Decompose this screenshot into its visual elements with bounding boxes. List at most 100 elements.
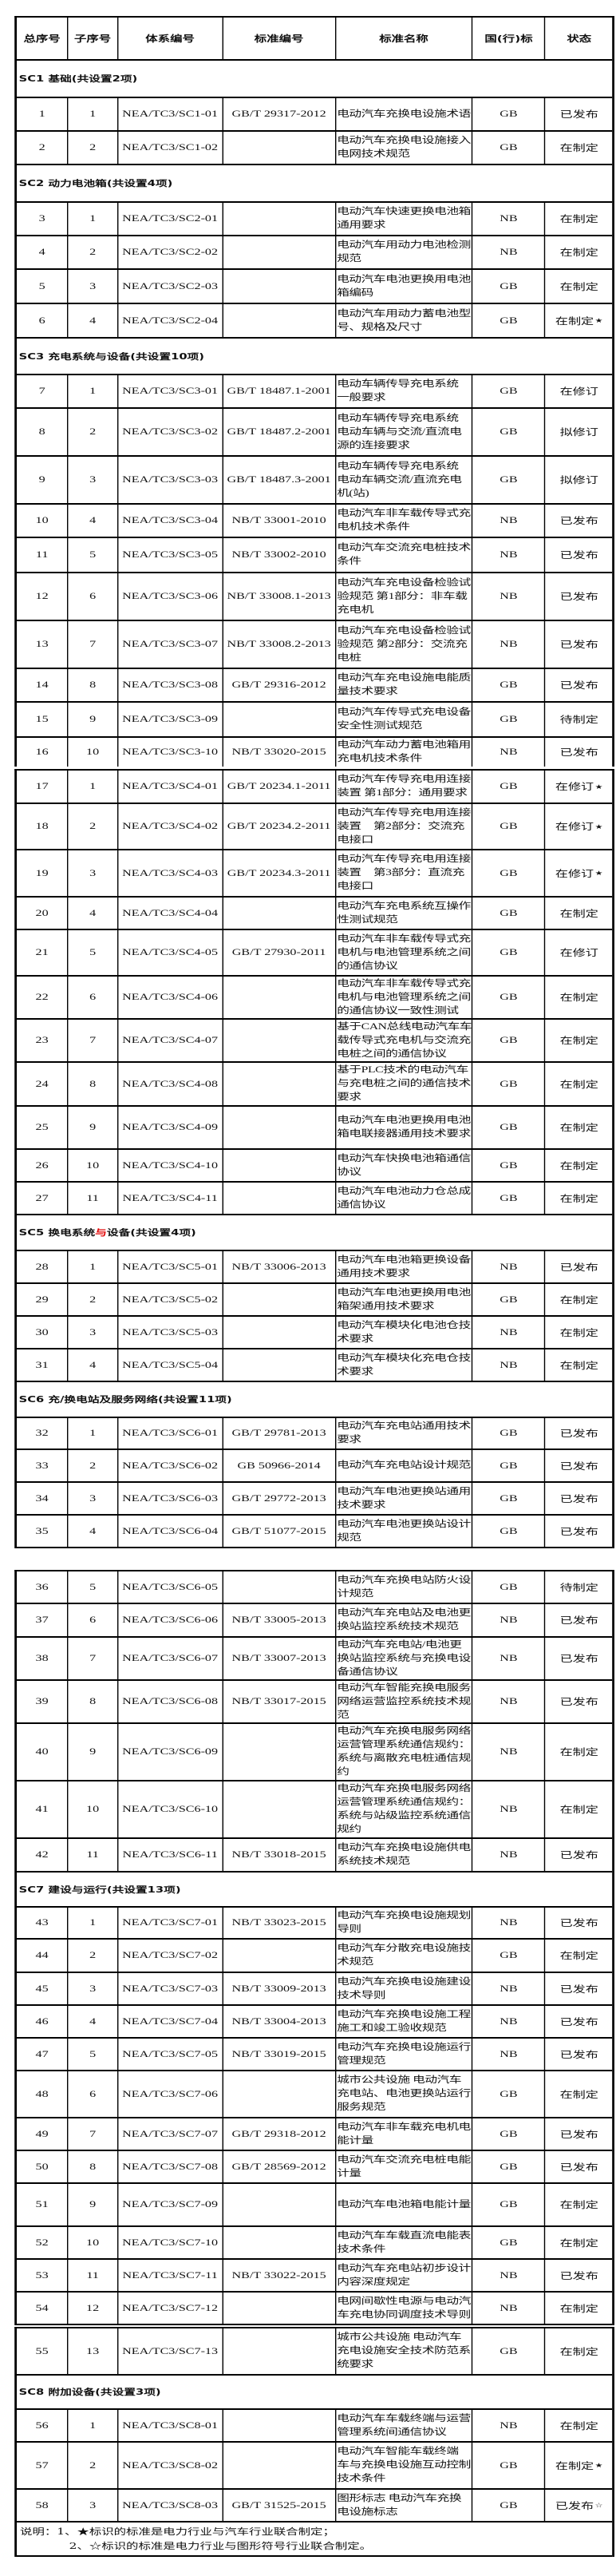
table-row[interactable]: 28 1 NEA/TC3/SC5-01 NB/T 33006-2013 电动汽车电池箱更… xyxy=(16,1251,613,1284)
table-row[interactable]: 47 5 NEA/TC3/SC7-05 NB/T 33019-2015 电动汽车充换电设… xyxy=(16,2039,613,2071)
table-row[interactable]: 54 12 NEA/TC3/SC7-12 电网间歇性电源与电动汽 车充电协同调度技术导… xyxy=(16,2293,613,2325)
table-row[interactable]: 11 5 NEA/TC3/SC3-05 NB/T 33002-2010 电动汽车交流充电… xyxy=(16,538,613,573)
level-cell: NB xyxy=(473,203,546,235)
sub-no: 3 xyxy=(89,868,97,878)
status: 在制定 xyxy=(559,2304,598,2314)
standard-name-cell: 电动汽车非车载传导式充 电机与电池管理系统之间 的通信协议 xyxy=(336,930,473,975)
status: 已发布 xyxy=(559,1494,598,1504)
table-row[interactable]: 55 13 NEA/TC3/SC7-13 城市公共设施 电动汽车 充电设施安全技术防范… xyxy=(16,2328,613,2376)
level-cell: NB xyxy=(473,236,546,268)
system-code: NEA/TC3/SC3-10 xyxy=(122,747,219,757)
table-row[interactable]: 48 6 NEA/TC3/SC7-06 城市公共设施 电动汽车 充电站、电池更换站运行… xyxy=(16,2071,613,2118)
table-row[interactable]: 34 3 NEA/TC3/SC6-03 GB/T 29772-2013 电动汽车电池更换… xyxy=(16,1483,613,1516)
section-title: SC3 充电系统与设备(共设置10项) xyxy=(18,351,204,362)
table-row[interactable]: 12 6 NEA/TC3/SC3-06 NB/T 33008.1-2013 电动汽车充电… xyxy=(16,573,613,621)
table-row[interactable]: 37 6 NEA/TC3/SC6-06 NB/T 33005-2013 电动汽车充电站及… xyxy=(16,1604,613,1638)
sub-no: 1 xyxy=(89,782,97,791)
standard-name-cell: 电动汽车交流充电桩电能 计量 xyxy=(336,2151,473,2182)
table-row[interactable]: 7 1 NEA/TC3/SC3-01 GB/T 18487.1-2001 电动车辆传导充… xyxy=(16,375,613,409)
table-row[interactable]: 16 10 NEA/TC3/SC3-10 NB/T 33020-2015 电动汽车动力蓄… xyxy=(17,738,613,767)
standard-no-cell: NB/T 33023-2015 xyxy=(223,1908,336,1938)
table-row[interactable]: 52 10 NEA/TC3/SC7-10 电动汽车车载直流电能表 技术条件 GB 在制定 xyxy=(16,2227,613,2260)
system-code: NEA/TC3/SC7-11 xyxy=(122,2270,218,2281)
table-row[interactable]: 25 9 NEA/TC3/SC4-09 电动汽车电池更换用电池 箱电联接器通用技术要求… xyxy=(16,1107,613,1150)
table-row[interactable]: 2 2 NEA/TC3/SC1-02 电动汽车充换电设施接入 电网技术规范 GB 在制定 xyxy=(16,132,613,165)
table-row[interactable]: 19 3 NEA/TC3/SC4-03 GB/T 20234.3-2011 电动汽车传导… xyxy=(16,850,613,898)
table-row[interactable]: 4 2 NEA/TC3/SC2-02 电动汽车用动力电池检测 规范 NB 在制定 xyxy=(16,236,613,270)
table-row[interactable]: 10 4 NEA/TC3/SC3-04 NB/T 33001-2010 电动汽车非车载传… xyxy=(16,505,613,538)
system-code-cell: NEA/TC3/SC5-04 xyxy=(118,1349,223,1381)
system-code-cell: NEA/TC3/SC6-09 xyxy=(118,1724,223,1780)
system-code: NEA/TC3/SC7-01 xyxy=(122,1918,219,1928)
table-row[interactable]: 1 1 NEA/TC3/SC1-01 GB/T 29317-2012 电动汽车充换电设施… xyxy=(16,98,613,132)
table-row[interactable]: 42 11 NEA/TC3/SC6-11 NB/T 33018-2015 电动汽车充换电… xyxy=(16,1839,613,1873)
section-title-rest: 设备(共设置4项) xyxy=(106,1228,196,1238)
table-row[interactable]: 3 1 NEA/TC3/SC2-01 电动汽车快速更换电池箱 通用要求 NB 在制定 xyxy=(16,203,613,236)
sub-no-cell: 2 xyxy=(69,2443,118,2488)
table-row[interactable]: 14 8 NEA/TC3/SC3-08 GB/T 29316-2012 电动汽车充电设施… xyxy=(16,669,613,703)
status-cell: 已发布 xyxy=(546,1638,613,1679)
level: GB xyxy=(500,427,518,437)
table-row[interactable]: 20 4 NEA/TC3/SC4-04 电动汽车充电系统互操作 性测试规范 GB 在制定 xyxy=(16,898,613,930)
table-row[interactable]: 6 4 NEA/TC3/SC2-04 电动汽车用动力蓄电池型 号、规格及尺寸 GB 在制定… xyxy=(16,304,613,339)
table-row[interactable]: 41 10 NEA/TC3/SC6-10 电动汽车充换电服务网络 运营管理系统通信规约… xyxy=(16,1781,613,1839)
level: GB xyxy=(500,143,518,153)
table-row[interactable]: 35 4 NEA/TC3/SC6-04 GB/T 51077-2015 电动汽车电池更换… xyxy=(16,1516,613,1548)
table-row[interactable]: 5 3 NEA/TC3/SC2-03 电动汽车电池更换用电池 箱编码 GB 在制定 xyxy=(16,270,613,304)
table-row[interactable]: 13 7 NEA/TC3/SC3-07 NB/T 33008.2-2013 电动汽车充电… xyxy=(16,621,613,669)
level-cell: GB xyxy=(473,1516,546,1547)
table-row[interactable]: 30 3 NEA/TC3/SC5-03 电动汽车模块化电池仓技 术要求 NB 在制定 xyxy=(16,1317,613,1349)
table-row[interactable]: 46 4 NEA/TC3/SC7-04 NB/T 33004-2013 电动汽车充换电设… xyxy=(16,2006,613,2039)
status: 在修订 xyxy=(555,869,594,879)
table-row[interactable]: 8 2 NEA/TC3/SC3-02 GB/T 18487.2-2001 电动车辆传导充… xyxy=(16,409,613,457)
table-row[interactable]: 32 1 NEA/TC3/SC6-01 GB/T 29781-2013 电动汽车充电站通… xyxy=(16,1418,613,1450)
sub-no: 3 xyxy=(89,1984,97,1994)
table-row[interactable]: 53 11 NEA/TC3/SC7-11 NB/T 33022-2015 电动汽车充电站… xyxy=(16,2260,613,2293)
table-row[interactable]: 29 2 NEA/TC3/SC5-02 电动汽车电池更换用电池 箱架通用技术要求 GB 在… xyxy=(16,1284,613,1317)
level-cell: GB xyxy=(473,771,546,803)
table-row[interactable]: 57 2 NEA/TC3/SC8-02 电动汽车智能车载终端 车与充换电设施互动控制 … xyxy=(16,2443,613,2490)
table-row[interactable]: 36 5 NEA/TC3/SC6-05 电动汽车充换电站防火设 计规范 GB 待制定 xyxy=(16,1571,613,1604)
table-row[interactable]: 17 1 NEA/TC3/SC4-01 GB/T 20234.1-2011 电动汽车传导… xyxy=(16,771,613,804)
table-row[interactable]: 18 2 NEA/TC3/SC4-02 GB/T 20234.2-2011 电动汽车传导… xyxy=(16,804,613,850)
table-row[interactable]: 26 10 NEA/TC3/SC4-10 电动汽车快换电池箱通信 协议 GB 在制定 xyxy=(16,1150,613,1183)
status-cell: 在制定 xyxy=(546,1940,613,1972)
table-row[interactable]: 43 1 NEA/TC3/SC7-01 NB/T 33023-2015 电动汽车充换电设… xyxy=(16,1908,613,1940)
table-row[interactable]: 44 2 NEA/TC3/SC7-02 电动汽车分散充电设施技 术规范 GB 在制定 xyxy=(16,1940,613,1973)
sub-no-cell: 2 xyxy=(69,1940,118,1972)
table-row[interactable]: 45 3 NEA/TC3/SC7-03 NB/T 33009-2013 电动汽车充换电设… xyxy=(16,1973,613,2006)
table-row[interactable]: 27 11 NEA/TC3/SC4-11 电动汽车电池动力仓总成 通信协议 GB 在制定 xyxy=(16,1183,613,1215)
table-row[interactable]: 39 8 NEA/TC3/SC6-08 NB/T 33017-2015 电动汽车智能充换… xyxy=(16,1681,613,1724)
standard-no: GB/T 29772-2013 xyxy=(231,1493,326,1504)
table-row[interactable]: 38 7 NEA/TC3/SC6-07 NB/T 33007-2013 电动汽车充电站/… xyxy=(16,1638,613,1681)
sub-no-cell: 1 xyxy=(69,1251,118,1282)
table-row[interactable]: 40 9 NEA/TC3/SC6-09 电动汽车充换电服务网络 运营管理系统通信规约：… xyxy=(16,1724,613,1781)
standard-no: NB/T 33004-2013 xyxy=(231,2016,326,2027)
level-cell: GB xyxy=(473,2227,546,2258)
level-cell: GB xyxy=(473,2184,546,2225)
level: NB xyxy=(500,1262,518,1272)
table-row[interactable]: 49 7 NEA/TC3/SC7-07 GB/T 29318-2012 电动汽车非车载充… xyxy=(16,2118,613,2151)
table-row[interactable]: 50 8 NEA/TC3/SC7-08 GB/T 28569-2012 电动汽车交流充电… xyxy=(16,2151,613,2184)
level: NB xyxy=(500,214,518,224)
table-row[interactable]: 22 6 NEA/TC3/SC4-06 电动汽车非车载传导式充 电机与电池管理系统之间… xyxy=(16,977,613,1020)
table-row[interactable]: 9 3 NEA/TC3/SC3-03 GB/T 18487.3-2001 电动车辆传导充… xyxy=(16,457,613,505)
total-no: 50 xyxy=(35,2162,49,2172)
table-row[interactable]: 51 9 NEA/TC3/SC7-09 电动汽车电池箱电能计量 GB 在制定 xyxy=(16,2184,613,2227)
sub-no-cell: 5 xyxy=(69,2039,118,2070)
table-row[interactable]: 33 2 NEA/TC3/SC6-02 GB 50966-2014 电动汽车充电站设计规… xyxy=(16,1450,613,1483)
total-no: 41 xyxy=(35,1805,49,1814)
standard-name-cell: 电动汽车电池箱更换设备 通用技术要求 xyxy=(336,1251,473,1282)
table-row[interactable]: 15 9 NEA/TC3/SC3-09 电动汽车传导式充电设备 安全性测试规范 GB 待制… xyxy=(16,703,613,738)
level-cell: NB xyxy=(473,1604,546,1636)
table-row[interactable]: 21 5 NEA/TC3/SC4-05 GB/T 27930-2011 电动汽车非车载传… xyxy=(16,930,613,977)
status-cell: 已发布 xyxy=(546,1604,613,1636)
system-code: NEA/TC3/SC4-07 xyxy=(122,1036,219,1045)
sub-no: 3 xyxy=(89,475,97,485)
table-row[interactable]: 23 7 NEA/TC3/SC4-07 基于CAN总线电动汽车车 载传导式充电机与交流… xyxy=(16,1020,613,1063)
table-row[interactable]: 31 4 NEA/TC3/SC5-04 电动汽车模块化充电仓技 术要求 NB 在制定 xyxy=(16,1349,613,1382)
table-row[interactable]: 56 1 NEA/TC3/SC8-01 电动汽车车载终端与运营 管理系统间通信协议 NB… xyxy=(16,2410,613,2443)
table-row[interactable]: 58 3 NEA/TC3/SC8-03 GB/T 31525-2015 图形标志 电动汽… xyxy=(16,2490,613,2522)
table-row[interactable]: 24 8 NEA/TC3/SC4-08 基于PLC技术的电动汽车 与充电桩之间的通信技… xyxy=(16,1063,613,1107)
status-cell: 已发布 xyxy=(546,1251,613,1282)
